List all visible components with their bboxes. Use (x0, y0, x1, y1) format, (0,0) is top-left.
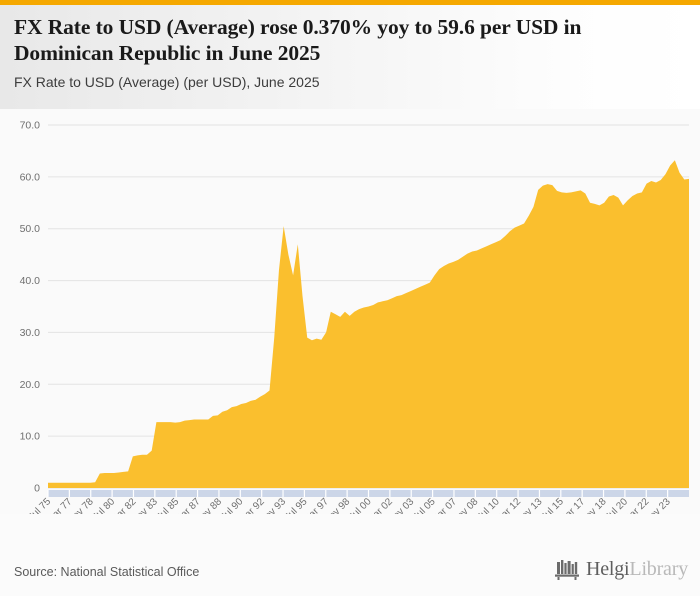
logo-text-primary: Helgi (585, 558, 630, 580)
y-axis-tick-label: 30.0 (20, 327, 41, 339)
plot-area: 0 10.0 20.0 30.0 40.0 50.0 60.0 70.0 Jul 75 Mar … (0, 109, 700, 514)
y-axis-tick-label: 0 (34, 483, 40, 495)
y-axis-tick-label: 50.0 (20, 223, 41, 235)
source-note: Source: National Statistical Office (14, 565, 200, 579)
logo-text-secondary: Library (629, 558, 688, 580)
area-chart: 0 10.0 20.0 30.0 40.0 50.0 60.0 70.0 Jul 75Mar … (20, 120, 689, 514)
chart-footer: Source: National Statistical Office Helg… (0, 514, 700, 596)
helgi-library-logo[interactable]: HelgiLibrary (554, 558, 688, 581)
top-accent-bar (0, 0, 700, 5)
x-axis-band (47, 490, 689, 497)
y-axis-tick-label: 70.0 (20, 120, 41, 132)
series-area-fx-rate (48, 160, 689, 488)
chart-header: FX Rate to USD (Average) rose 0.370% yoy… (0, 5, 700, 109)
page-title: FX Rate to USD (Average) rose 0.370% yoy… (14, 15, 582, 65)
logo-text: HelgiLibrary (586, 558, 688, 581)
x-axis-tick-label: Jul 75 (26, 496, 53, 514)
chart-subtitle: FX Rate to USD (Average) (per USD), June… (14, 74, 320, 90)
y-axis-tick-label: 60.0 (20, 171, 41, 183)
y-axis-tick-label: 40.0 (20, 275, 41, 287)
library-books-icon (554, 559, 579, 580)
y-axis-tick-label: 20.0 (20, 379, 41, 391)
y-axis-labels-group: 0 10.0 20.0 30.0 40.0 50.0 60.0 70.0 (20, 120, 41, 495)
y-axis-tick-label: 10.0 (20, 431, 41, 443)
